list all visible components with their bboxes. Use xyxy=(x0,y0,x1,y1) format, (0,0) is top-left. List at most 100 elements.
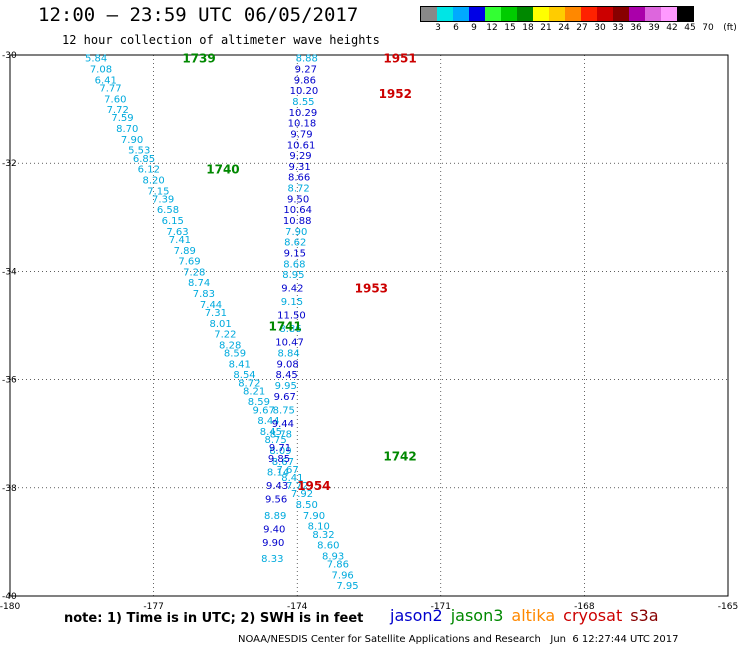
legend-jason3: jason3 xyxy=(450,606,504,625)
swh-value-label: 6.41 xyxy=(95,75,117,86)
colorbar-label: 6 xyxy=(453,23,459,33)
swh-value-label: 8.84 xyxy=(277,349,299,360)
swh-value-label: 8.74 xyxy=(188,278,210,289)
swh-value-label: 8.59 xyxy=(248,397,270,408)
pass-time-label: 1951 xyxy=(383,52,416,66)
swh-value-label: 9.90 xyxy=(262,538,284,549)
pass-time-label: 1954 xyxy=(297,479,330,493)
swh-value-label: 8.59 xyxy=(224,349,246,360)
y-tick-label: -40 xyxy=(2,592,17,602)
swh-value-label: 7.89 xyxy=(174,246,196,257)
swh-value-label: 9.31 xyxy=(288,162,310,173)
pass-time-label: 1740 xyxy=(206,163,239,177)
swh-value-label: 8.14 xyxy=(267,468,289,479)
swh-value-label: 8.01 xyxy=(209,319,231,330)
plot-frame xyxy=(9,54,729,597)
swh-value-label: 11.50 xyxy=(277,311,306,322)
footer-credit: NOAA/NESDIS Center for Satellite Applica… xyxy=(238,634,679,645)
swh-value-label: 8.09 xyxy=(269,446,291,457)
swh-value-label: 8.75 xyxy=(273,405,295,416)
footer-note: note: 1) Time is in UTC; 2) SWH is in fe… xyxy=(64,611,364,626)
swh-value-label: 8.93 xyxy=(322,551,344,562)
swh-value-label: 7.22 xyxy=(214,330,236,341)
swh-value-label: 9.85 xyxy=(268,454,290,465)
swh-value-label: 8.70 xyxy=(116,124,138,135)
pass-time-label: 1953 xyxy=(355,282,388,296)
swh-value-label: 8.10 xyxy=(308,522,330,533)
colorbar xyxy=(420,6,694,22)
swh-value-label: 7.86 xyxy=(327,560,349,571)
colorbar-label: 12 xyxy=(486,23,498,33)
pass-time-label: 1739 xyxy=(182,52,215,66)
swh-value-label: 8.89 xyxy=(264,511,286,522)
swh-value-label: 9.56 xyxy=(265,495,287,506)
swh-value-label: 8.62 xyxy=(284,238,306,249)
swh-value-label: 7.90 xyxy=(285,227,307,238)
swh-value-label: 10.61 xyxy=(287,140,316,151)
colorbar-swatch xyxy=(613,7,629,21)
swh-value-label: 8.86 xyxy=(279,324,301,335)
colorbar-label: 39 xyxy=(648,23,660,33)
swh-value-label: 7.59 xyxy=(111,113,133,124)
legend-jason2: jason2 xyxy=(390,606,443,625)
pass-time-label: 1741 xyxy=(268,320,301,334)
swh-value-label: 7.77 xyxy=(99,83,121,94)
swh-value-label: 9.43 xyxy=(266,481,288,492)
swh-value-label: 10.47 xyxy=(275,338,304,349)
colorbar-label: 27 xyxy=(576,23,588,33)
swh-value-label: 9.08 xyxy=(276,359,298,370)
swh-value-label: 8.28 xyxy=(219,340,241,351)
swh-value-label: 8.45 xyxy=(260,427,282,438)
colorbar-label: 24 xyxy=(558,23,570,33)
swh-value-label: 9.44 xyxy=(272,419,294,430)
swh-value-label: 9.15 xyxy=(281,297,303,308)
swh-value-label: 10.20 xyxy=(290,86,319,97)
swh-value-label: 8.44 xyxy=(257,416,279,427)
x-tick-label: -168 xyxy=(574,602,595,612)
x-tick-label: -171 xyxy=(431,602,451,612)
swh-value-label: 7.72 xyxy=(107,105,129,116)
colorbar-unit: (ft) xyxy=(723,23,737,33)
swh-value-label: 9.71 xyxy=(269,443,291,454)
colorbar-label: 42 xyxy=(666,23,678,33)
swh-value-label: 7.72 xyxy=(286,481,308,492)
colorbar-swatch xyxy=(517,7,533,21)
swh-value-label: 8.21 xyxy=(243,386,265,397)
swh-value-label: 7.60 xyxy=(104,94,126,105)
colorbar-swatch xyxy=(661,7,677,21)
colorbar-swatch xyxy=(533,7,549,21)
colorbar-swatch xyxy=(677,7,693,21)
swh-value-label: 8.41 xyxy=(281,473,303,484)
colorbar-label: 36 xyxy=(630,23,642,33)
swh-value-label: 8.54 xyxy=(233,370,255,381)
colorbar-swatch xyxy=(629,7,645,21)
colorbar-label: 9 xyxy=(471,23,477,33)
x-tick-label: -165 xyxy=(718,602,738,612)
swh-value-label: 6.12 xyxy=(138,165,160,176)
swh-value-label: 8.67 xyxy=(272,457,294,468)
swh-value-label: 9.50 xyxy=(287,194,309,205)
x-tick-label: -174 xyxy=(287,602,308,612)
colorbar-swatch xyxy=(597,7,613,21)
swh-value-label: 8.50 xyxy=(296,500,318,511)
swh-value-label: 7.08 xyxy=(90,65,112,76)
pass-time-label: 1952 xyxy=(379,87,412,101)
colorbar-label: 3 xyxy=(435,23,441,33)
swh-value-label: 8.75 xyxy=(265,435,287,446)
colorbar-label: 33 xyxy=(612,23,624,33)
colorbar-swatch xyxy=(469,7,485,21)
swh-value-label: 7.39 xyxy=(152,194,174,205)
swh-value-label: 7.44 xyxy=(200,300,222,311)
swh-value-label: 9.67 xyxy=(253,405,275,416)
swh-value-label: 10.29 xyxy=(289,108,318,119)
swh-value-label: 8.88 xyxy=(296,54,318,65)
colorbar-swatch xyxy=(421,7,437,21)
y-tick-label: -32 xyxy=(2,159,17,169)
swh-value-label: 10.64 xyxy=(283,205,312,216)
colorbar-label: 21 xyxy=(540,23,552,33)
swh-value-label: 8.66 xyxy=(288,173,310,184)
colorbar-swatch xyxy=(549,7,565,21)
swh-value-label: 7.31 xyxy=(205,308,227,319)
swh-value-label: 5.84 xyxy=(85,54,107,65)
